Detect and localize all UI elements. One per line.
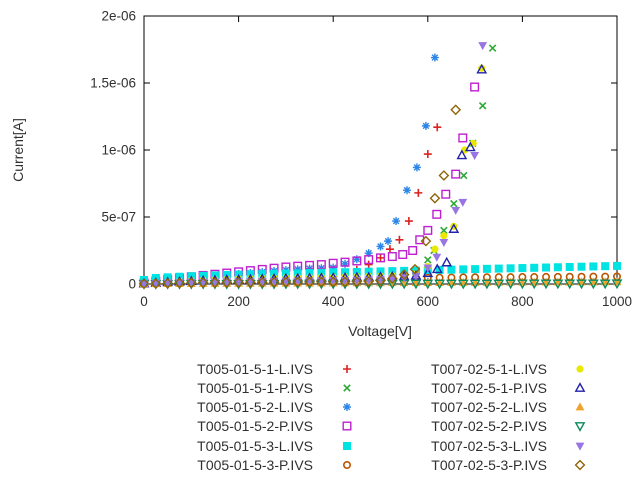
y-tick-label: 1.5e-06 xyxy=(90,76,136,91)
legend-entry-T005-01-5-3-L.IVS: T005-01-5-3-L.IVS xyxy=(197,438,351,454)
legend-entry-T005-01-5-3-P.IVS: T005-01-5-3-P.IVS xyxy=(197,457,351,473)
legend-marker-plus-icon xyxy=(343,365,351,373)
legend-label: T005-01-5-2-P.IVS xyxy=(197,418,313,434)
legend-entry-T005-01-5-1-L.IVS: T005-01-5-1-L.IVS xyxy=(197,361,351,377)
legend-marker-diamond-open-icon xyxy=(574,459,586,471)
y-tick-label: 2e-06 xyxy=(101,9,136,24)
legend-entry-T007-02-5-2-P.IVS: T007-02-5-2-P.IVS xyxy=(431,418,586,434)
legend-marker-cross-icon xyxy=(343,384,351,392)
x-tick-label: 600 xyxy=(417,294,440,309)
legend-label: T005-01-5-1-L.IVS xyxy=(197,361,313,377)
legend-marker-triangle-down-open-icon xyxy=(574,422,586,432)
legend-marker-triangle-down-filled-icon xyxy=(575,442,585,451)
legend-label: T005-01-5-3-L.IVS xyxy=(197,438,313,454)
legend-label: T007-02-5-2-L.IVS xyxy=(431,399,547,415)
x-tick-label: 1000 xyxy=(602,294,632,309)
legend-label: T005-01-5-3-P.IVS xyxy=(197,457,313,473)
y-tick-label: 0 xyxy=(128,277,136,292)
legend-marker-square-filled-icon xyxy=(343,442,351,450)
series-T005-01-5-1-P.IVS xyxy=(140,44,497,288)
legend-label: T005-01-5-1-P.IVS xyxy=(197,380,313,396)
x-axis-label: Voltage[V] xyxy=(348,323,412,339)
legend-label: T007-02-5-3-L.IVS xyxy=(431,438,547,454)
legend-label: T005-01-5-2-L.IVS xyxy=(197,399,313,415)
legend-entry-T007-02-5-1-P.IVS: T007-02-5-1-P.IVS xyxy=(431,380,586,396)
legend-entry-T007-02-5-3-P.IVS: T007-02-5-3-P.IVS xyxy=(431,457,586,473)
y-axis-label: Current[A] xyxy=(10,118,26,182)
legend: T005-01-5-1-L.IVS T005-01-5-1-P.IVS T005-0… xyxy=(197,361,586,473)
legend-marker-triangle-up-open-icon xyxy=(574,382,586,392)
series-T005-01-5-2-P.IVS xyxy=(139,82,480,288)
legend-marker-circle-filled-icon xyxy=(576,365,584,373)
series-T007-02-5-3-P.IVS xyxy=(138,104,462,290)
series-T007-02-5-1-P.IVS xyxy=(138,63,488,288)
legend-entry-T007-02-5-2-L.IVS: T007-02-5-2-L.IVS xyxy=(431,399,585,415)
legend-label: T007-02-5-1-P.IVS xyxy=(431,380,547,396)
legend-label: T007-02-5-3-P.IVS xyxy=(431,457,547,473)
legend-marker-triangle-up-filled-icon xyxy=(575,402,585,411)
x-tick-label: 0 xyxy=(140,294,148,309)
legend-label: T007-02-5-2-P.IVS xyxy=(431,418,547,434)
legend-entry-T005-01-5-2-L.IVS: T005-01-5-2-L.IVS xyxy=(197,399,351,415)
legend-entry-T005-01-5-1-P.IVS: T005-01-5-1-P.IVS xyxy=(197,380,351,396)
legend-entry-T007-02-5-1-L.IVS: T007-02-5-1-L.IVS xyxy=(431,361,584,377)
axis-ticks: 0 200 400 600 800 1000 0 5e-07 1e-06 1.5e-06 2e-06 xyxy=(90,9,632,310)
series-T005-01-5-1-L.IVS xyxy=(140,123,442,288)
x-tick-label: 400 xyxy=(322,294,345,309)
legend-marker-circle-open-icon xyxy=(342,460,351,469)
x-tick-label: 200 xyxy=(227,294,250,309)
legend-marker-square-open-icon xyxy=(342,421,352,431)
legend-label: T007-02-5-1-L.IVS xyxy=(431,361,547,377)
y-tick-label: 5e-07 xyxy=(101,210,136,225)
y-tick-label: 1e-06 xyxy=(101,143,136,158)
x-tick-label: 800 xyxy=(511,294,534,309)
legend-entry-T007-02-5-3-L.IVS: T007-02-5-3-L.IVS xyxy=(431,438,585,454)
series-layer xyxy=(138,42,623,290)
legend-entry-T005-01-5-2-P.IVS: T005-01-5-2-P.IVS xyxy=(197,418,352,434)
series-T007-02-5-1-L.IVS xyxy=(140,64,486,288)
legend-marker-asterisk-icon xyxy=(343,403,351,411)
